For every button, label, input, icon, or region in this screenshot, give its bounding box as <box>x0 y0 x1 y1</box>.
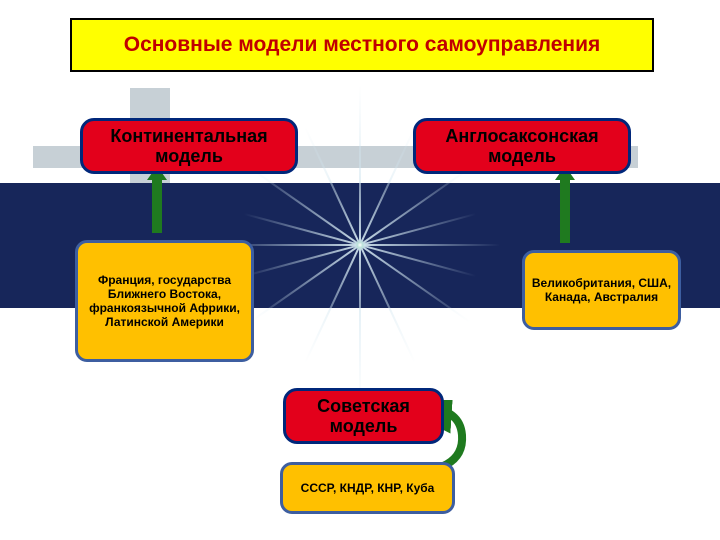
slide-title: Основные модели местного самоуправления <box>70 18 654 72</box>
model-soviet: Советская модель <box>283 388 444 444</box>
model-soviet-line1: Советская <box>317 396 410 416</box>
model-anglo-line1: Англосаксонская <box>445 126 598 146</box>
example-anglo-text: Великобритания, США, Канада, Австралия <box>529 276 674 304</box>
example-continental-text: Франция, государства Ближнего Востока, ф… <box>82 273 247 329</box>
model-soviet-line2: модель <box>330 416 398 436</box>
slide-title-text: Основные модели местного самоуправления <box>124 33 601 57</box>
model-continental-line2: модель <box>155 146 223 166</box>
arrow-anglo <box>560 178 570 243</box>
example-soviet-text: СССР, КНДР, КНР, Куба <box>301 481 435 495</box>
model-anglo-line2: модель <box>488 146 556 166</box>
model-continental-line1: Континентальная <box>110 126 267 146</box>
arrow-continental <box>152 178 162 233</box>
diagram-stage: Основные модели местного самоуправления … <box>0 0 720 540</box>
model-continental: Континентальная модель <box>80 118 298 174</box>
example-soviet: СССР, КНДР, КНР, Куба <box>280 462 455 514</box>
model-anglo: Англосаксонская модель <box>413 118 631 174</box>
example-anglo: Великобритания, США, Канада, Австралия <box>522 250 681 330</box>
example-continental: Франция, государства Ближнего Востока, ф… <box>75 240 254 362</box>
